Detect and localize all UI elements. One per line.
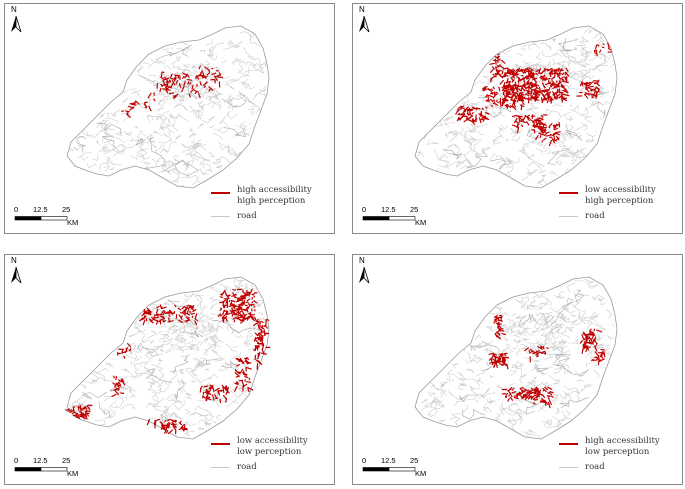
scale-tick-end: 25 <box>410 456 419 465</box>
legend-swatch-highlight <box>559 192 578 194</box>
legend-swatch-highlight <box>559 443 578 445</box>
arterial-roads <box>76 44 247 177</box>
north-label: N <box>11 5 17 14</box>
road-network <box>420 279 615 439</box>
legend-label-road: road <box>585 462 605 472</box>
scale-bar-graphic <box>14 467 68 472</box>
legend-swatch-highlight <box>211 192 230 194</box>
scale-unit: KM <box>67 469 79 478</box>
legend: high accessibility high perception road <box>211 185 331 225</box>
legend-label-line2: high perception <box>585 196 654 206</box>
scale-tick-mid: 12.5 <box>381 205 396 214</box>
legend: low accessibility low perception road <box>211 436 331 476</box>
north-arrow-icon <box>359 266 370 284</box>
scale-bar-graphic <box>362 467 416 472</box>
map-panel-d: N 0 12.5 25 KM high accessibility low pe… <box>352 254 683 485</box>
legend-label-line1: high accessibility <box>237 185 312 195</box>
map-canvas-d <box>414 276 618 440</box>
scale-tick-end: 25 <box>62 205 71 214</box>
legend-swatch-road <box>211 216 230 217</box>
legend-label-line1: low accessibility <box>237 436 308 446</box>
arterial-roads <box>459 289 589 420</box>
legend-label-line1: low accessibility <box>585 185 656 195</box>
highlight-road-segments <box>65 288 271 435</box>
map-panel-c: N 0 12.5 25 KM low accessibility low per… <box>4 254 335 485</box>
scale-tick-0: 0 <box>14 456 19 465</box>
highlight-road-segments <box>488 314 606 409</box>
legend-label-line2: low perception <box>237 447 302 457</box>
legend-label-road: road <box>237 462 257 472</box>
highlight-road-segments <box>121 65 224 118</box>
scale-unit: KM <box>415 218 427 227</box>
map-canvas-b <box>414 25 618 189</box>
map-canvas-a <box>66 25 270 189</box>
north-label: N <box>359 5 365 14</box>
map-canvas-c <box>65 276 271 440</box>
scale-tick-mid: 12.5 <box>381 456 396 465</box>
scale-tick-mid: 12.5 <box>33 205 48 214</box>
scale-bar: 0 12.5 25 KM <box>7 205 87 229</box>
scale-tick-end: 25 <box>62 456 71 465</box>
highlight-road-segments <box>455 42 613 147</box>
scale-bar: 0 12.5 25 KM <box>355 205 435 229</box>
scale-unit: KM <box>415 469 427 478</box>
north-arrow-icon <box>359 15 370 33</box>
legend-swatch-road <box>559 467 578 468</box>
arterial-roads <box>444 37 610 170</box>
map-panel-a: N 0 12.5 25 KM high accessibility high p… <box>4 3 335 234</box>
arterial-roads <box>81 300 264 427</box>
north-arrow-icon <box>11 15 22 33</box>
scale-tick-0: 0 <box>14 205 19 214</box>
scale-bar: 0 12.5 25 KM <box>355 456 435 480</box>
scale-tick-0: 0 <box>362 205 367 214</box>
legend: low accessibility high perception road <box>559 185 679 225</box>
scale-tick-0: 0 <box>362 456 367 465</box>
legend: high accessibility low perception road <box>559 436 679 476</box>
map-panel-b: N 0 12.5 25 KM low accessibility high pe… <box>352 3 683 234</box>
scale-bar: 0 12.5 25 KM <box>7 456 87 480</box>
scale-bar-graphic <box>14 216 68 221</box>
legend-label-line2: low perception <box>585 447 650 457</box>
scale-unit: KM <box>67 218 79 227</box>
north-label: N <box>359 256 365 265</box>
north-arrow-icon <box>11 266 22 284</box>
legend-label-line2: high perception <box>237 196 306 206</box>
legend-label-road: road <box>585 211 605 221</box>
legend-swatch-road <box>211 467 230 468</box>
legend-label-line1: high accessibility <box>585 436 660 446</box>
scale-tick-mid: 12.5 <box>33 456 48 465</box>
legend-swatch-road <box>559 216 578 217</box>
scale-tick-end: 25 <box>410 205 419 214</box>
north-label: N <box>11 256 17 265</box>
legend-label-road: road <box>237 211 257 221</box>
region-boundary <box>66 25 270 189</box>
region-boundary <box>414 276 618 440</box>
scale-bar-graphic <box>362 216 416 221</box>
legend-swatch-highlight <box>211 443 230 445</box>
